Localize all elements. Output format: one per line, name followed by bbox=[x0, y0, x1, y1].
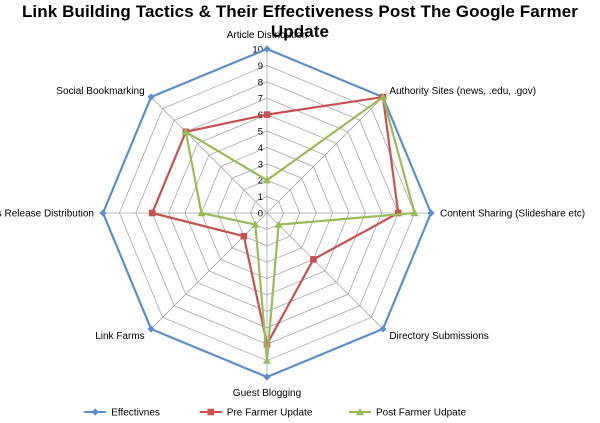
legend-marker bbox=[207, 408, 215, 416]
spoke-3 bbox=[266, 212, 384, 330]
category-label: Directory Submissions bbox=[389, 331, 488, 342]
tick-label: 3 bbox=[258, 159, 263, 170]
data-point bbox=[263, 340, 271, 348]
spoke-7 bbox=[150, 96, 268, 214]
data-point bbox=[147, 325, 155, 333]
data-point bbox=[240, 232, 248, 240]
category-label: Content Sharing (Slideshare etc) bbox=[440, 209, 585, 220]
data-point bbox=[274, 220, 283, 228]
data-point bbox=[148, 209, 156, 217]
legend-label: Post Farmer Udpate bbox=[376, 408, 466, 419]
legend-item: Post Farmer Udpate bbox=[349, 408, 466, 419]
data-point bbox=[263, 176, 271, 184]
tick-label: 10 bbox=[252, 45, 263, 56]
data-point bbox=[410, 209, 419, 217]
tick-label: 9 bbox=[258, 61, 263, 72]
legend-marker bbox=[356, 408, 364, 416]
data-point bbox=[197, 209, 206, 217]
data-point bbox=[99, 209, 107, 217]
data-point bbox=[394, 209, 402, 217]
legend-item: Effectivnes bbox=[84, 408, 160, 419]
category-label: Social Bookmarking bbox=[56, 86, 144, 97]
legend: Effectivnes Pre Farmer Update Post Farmer … bbox=[84, 408, 466, 419]
tick-label: 1 bbox=[258, 192, 263, 203]
data-point bbox=[147, 93, 155, 101]
category-labels: Article Distribution Authority Sites (new… bbox=[0, 30, 585, 399]
tick-label: 2 bbox=[258, 176, 263, 187]
series-layer bbox=[99, 45, 435, 381]
spoke-1 bbox=[266, 96, 384, 214]
tick-label: 0 bbox=[258, 209, 263, 220]
tick-label: 5 bbox=[258, 127, 263, 138]
legend-label: Effectivnes bbox=[111, 408, 160, 419]
data-point bbox=[263, 373, 271, 381]
category-label: Press Release Distribution bbox=[0, 209, 94, 220]
data-point bbox=[263, 356, 271, 364]
legend-item: Pre Farmer Update bbox=[199, 408, 313, 419]
chart-title: Link Building Tactics & Their Effectiven… bbox=[21, 2, 579, 41]
data-point bbox=[251, 220, 260, 228]
legend-label: Pre Farmer Update bbox=[227, 408, 313, 419]
category-label: Authority Sites (news, .edu, .gov) bbox=[389, 86, 536, 97]
data-point bbox=[181, 127, 190, 136]
spoke-5 bbox=[150, 212, 268, 330]
tick-label: 7 bbox=[258, 94, 263, 105]
series-post-farmer-udpate bbox=[181, 93, 419, 364]
tick-label: 8 bbox=[258, 77, 263, 88]
category-label: Link Farms bbox=[95, 331, 144, 342]
data-point bbox=[379, 325, 387, 333]
data-point bbox=[263, 111, 271, 118]
legend-marker bbox=[91, 408, 99, 416]
data-point bbox=[310, 256, 317, 263]
data-point bbox=[427, 209, 435, 217]
category-label: Guest Blogging bbox=[233, 388, 301, 399]
data-point bbox=[263, 45, 271, 53]
data-point bbox=[378, 93, 387, 101]
tick-label: 4 bbox=[258, 143, 263, 154]
series-line bbox=[184, 95, 416, 362]
category-label: Article Distribution bbox=[227, 30, 308, 41]
